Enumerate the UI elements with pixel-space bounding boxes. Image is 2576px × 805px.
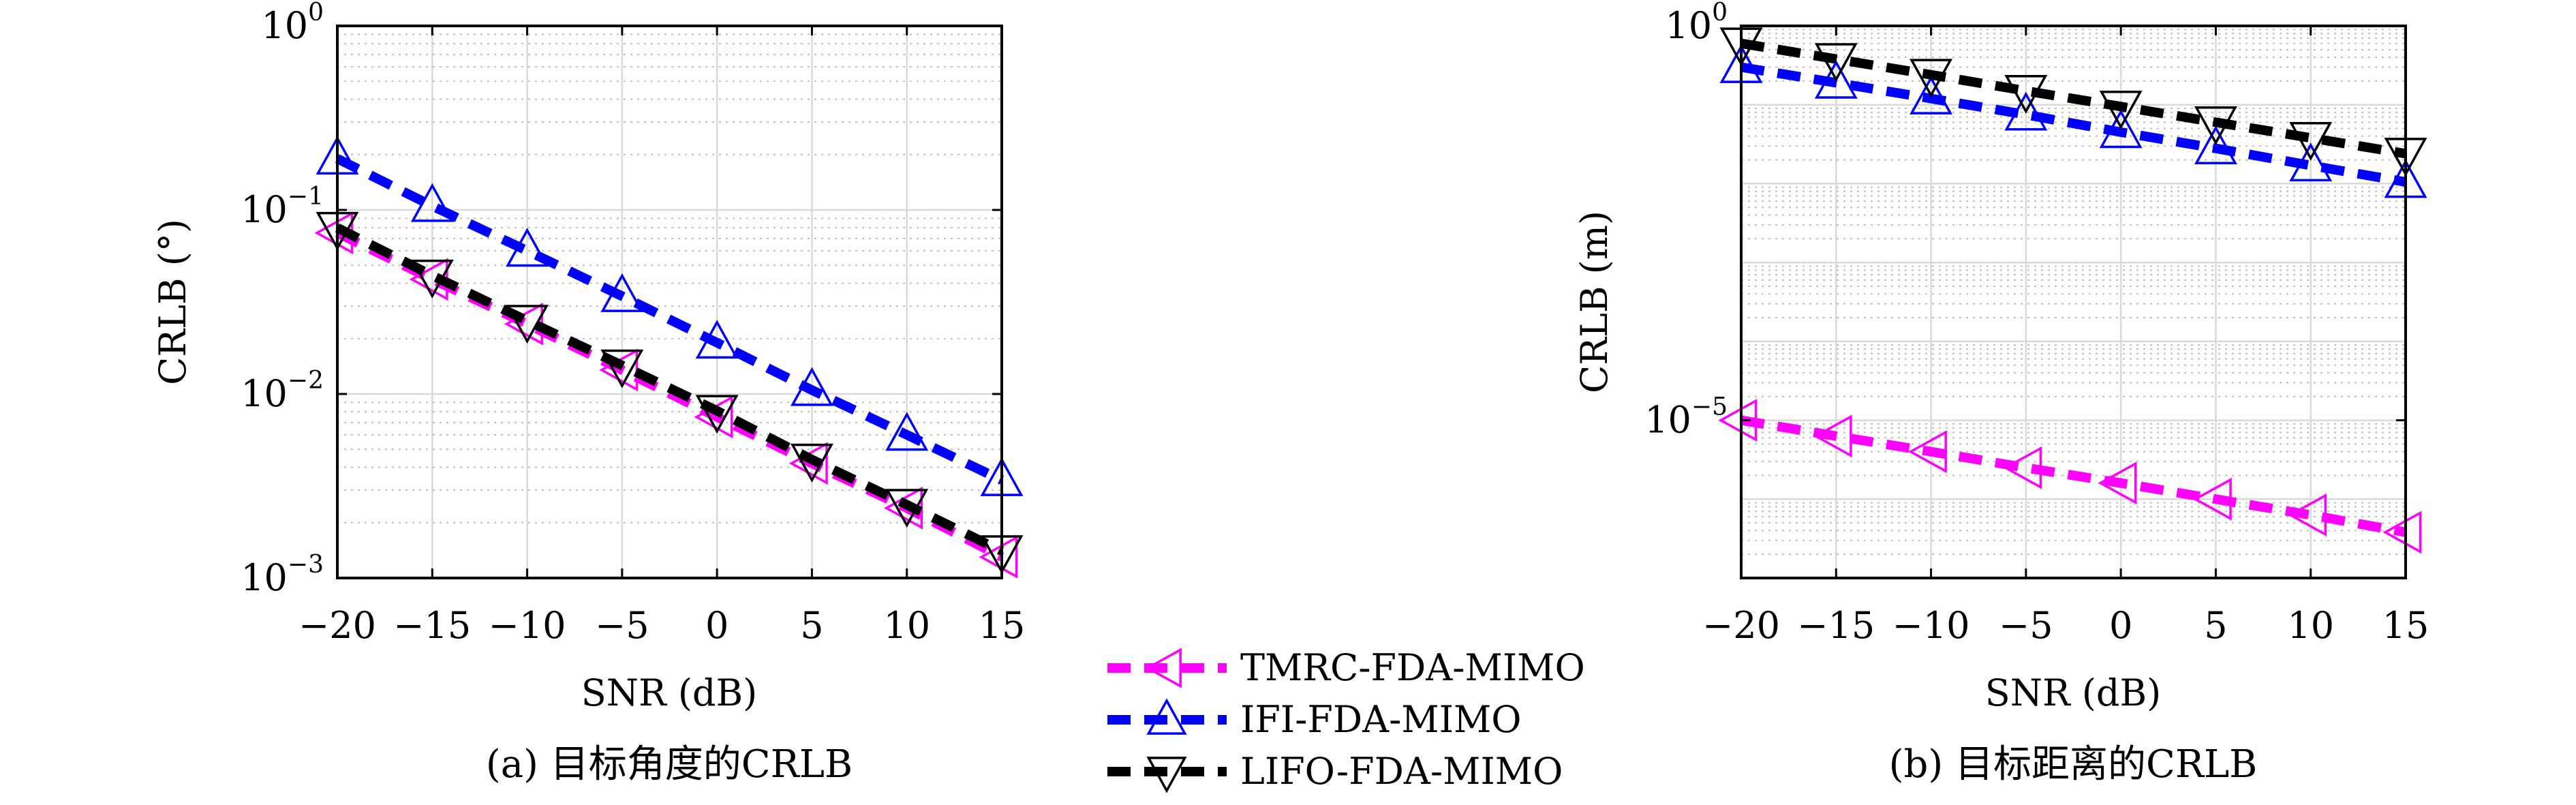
data-point-ifi-fda-mimo	[2099, 109, 2143, 149]
x-tick-label: −20	[298, 604, 376, 647]
data-point-ifi-fda-mimo	[506, 228, 549, 267]
x-tick-label: −10	[1892, 604, 1970, 647]
x-tick-label: 15	[2382, 604, 2429, 647]
data-point-lifo-fda-mimo	[600, 349, 644, 389]
panel-b-caption: (b) 目标距离的CRLB	[1889, 742, 2258, 787]
series-line-ifi-fda-mimo	[1740, 62, 2407, 187]
panel-a-grid	[336, 26, 1003, 578]
series-line-tmrc-fda-mimo	[1740, 415, 2407, 537]
data-point-tmrc-fda-mimo	[1907, 430, 1947, 474]
panel-a-series	[314, 136, 1024, 579]
panel-a-caption: (a) 目标角度的CRLB	[486, 742, 853, 787]
data-point-lifo-fda-mimo	[2289, 121, 2333, 161]
data-point-lifo-fda-mimo	[695, 395, 739, 434]
data-point-ifi-fda-mimo	[2289, 142, 2333, 182]
data-point-lifo-fda-mimo	[1910, 59, 1953, 98]
x-tick-label: 5	[800, 604, 823, 647]
x-tick-label: −20	[1702, 604, 1780, 647]
data-point-ifi-fda-mimo	[410, 183, 454, 222]
x-tick-label: 0	[2109, 604, 2132, 647]
data-point-ifi-fda-mimo	[2004, 91, 2048, 131]
legend-marker	[1146, 757, 1187, 793]
data-point-ifi-fda-mimo	[885, 412, 929, 451]
data-point-lifo-fda-mimo	[790, 443, 833, 483]
data-point-lifo-fda-mimo	[2194, 106, 2237, 146]
x-tick-label: 5	[2204, 604, 2227, 647]
y-tick-label: 10−3	[241, 551, 324, 599]
panel-a-x-ticks: −20 −15 −10 −5 0 5 10 15	[298, 26, 1025, 647]
data-point-ifi-fda-mimo	[1814, 59, 1858, 99]
series-line-lifo-fda-mimo	[1740, 38, 2407, 159]
y-tick-label: 100	[261, 0, 324, 47]
y-tick-label: 10−2	[241, 367, 324, 415]
x-tick-label: −15	[1797, 604, 1875, 647]
series-line-ifi-fda-mimo	[335, 154, 1005, 485]
data-point-tmrc-fda-mimo	[2003, 446, 2042, 489]
panel-b-y-axis-label: CRLB (m)	[1573, 211, 1616, 393]
panel-a-x-axis-label: SNR (dB)	[581, 671, 757, 714]
data-point-lifo-fda-mimo	[410, 259, 454, 299]
panel-b-axes-box	[1740, 25, 2407, 579]
legend-marker	[1146, 698, 1187, 735]
legend-label: TMRC-FDA-MIMO	[1240, 646, 1585, 689]
data-point-lifo-fda-mimo	[2004, 74, 2048, 114]
data-point-tmrc-fda-mimo	[1718, 399, 1758, 442]
panel-a-y-ticks: 100 10−1 10−2 10−3	[241, 0, 1002, 599]
panel-b-y-ticks: 100 10−5	[1644, 0, 2406, 442]
data-point-ifi-fda-mimo	[600, 273, 644, 312]
data-point-tmrc-fda-mimo	[2192, 477, 2232, 521]
data-point-tmrc-fda-mimo	[2098, 461, 2137, 505]
x-tick-label: 10	[2287, 604, 2334, 647]
data-point-lifo-fda-mimo	[885, 489, 929, 528]
legend-label: LIFO-FDA-MIMO	[1240, 750, 1563, 793]
panel-a-angle-crlb: −20 −15 −10 −5 0 5 10 15 100 10−1 10−2 10−3 SNR (d…	[151, 0, 1025, 787]
panel-b-x-ticks: −20 −15 −10 −5 0 5 10 15	[1702, 26, 2429, 647]
data-point-ifi-fda-mimo	[1910, 75, 1953, 115]
x-tick-label: −5	[595, 604, 649, 647]
x-tick-label: −15	[393, 604, 471, 647]
y-tick-label: 10−5	[1644, 393, 1728, 442]
data-point-ifi-fda-mimo	[695, 320, 739, 359]
panel-b-x-axis-label: SNR (dB)	[1985, 671, 2161, 714]
y-tick-label: 10−1	[241, 183, 324, 231]
legend-label: IFI-FDA-MIMO	[1240, 698, 1522, 741]
data-point-tmrc-fda-mimo	[1813, 414, 1852, 458]
data-point-lifo-fda-mimo	[1814, 43, 1858, 82]
data-point-lifo-fda-mimo	[506, 305, 549, 344]
x-tick-label: 10	[883, 604, 930, 647]
panel-a-axes-box	[336, 25, 1003, 579]
data-point-ifi-fda-mimo	[2194, 125, 2237, 165]
y-tick-label: 100	[1665, 0, 1728, 47]
data-point-tmrc-fda-mimo	[2288, 493, 2327, 536]
panel-a-y-axis-label: CRLB (°)	[151, 219, 194, 385]
legend: TMRC-FDA-MIMO IFI-FDA-MIMO LIFO-FDA-MIMO	[1107, 646, 1585, 793]
x-tick-label: −5	[1999, 604, 2053, 647]
series-line-lifo-fda-mimo	[335, 223, 1005, 556]
x-tick-label: 15	[979, 604, 1026, 647]
panel-b-grid	[1740, 26, 2407, 578]
data-point-ifi-fda-mimo	[790, 367, 833, 406]
data-point-lifo-fda-mimo	[2099, 90, 2143, 130]
x-tick-label: −10	[489, 604, 566, 647]
x-tick-label: 0	[705, 604, 729, 647]
panel-b-range-crlb: −20 −15 −10 −5 0 5 10 15 100 10−5 SNR (dB) CRLB …	[1573, 0, 2429, 787]
legend-marker	[1145, 648, 1182, 688]
data-point-tmrc-fda-mimo	[2382, 511, 2422, 554]
panel-b-series	[1718, 27, 2427, 554]
